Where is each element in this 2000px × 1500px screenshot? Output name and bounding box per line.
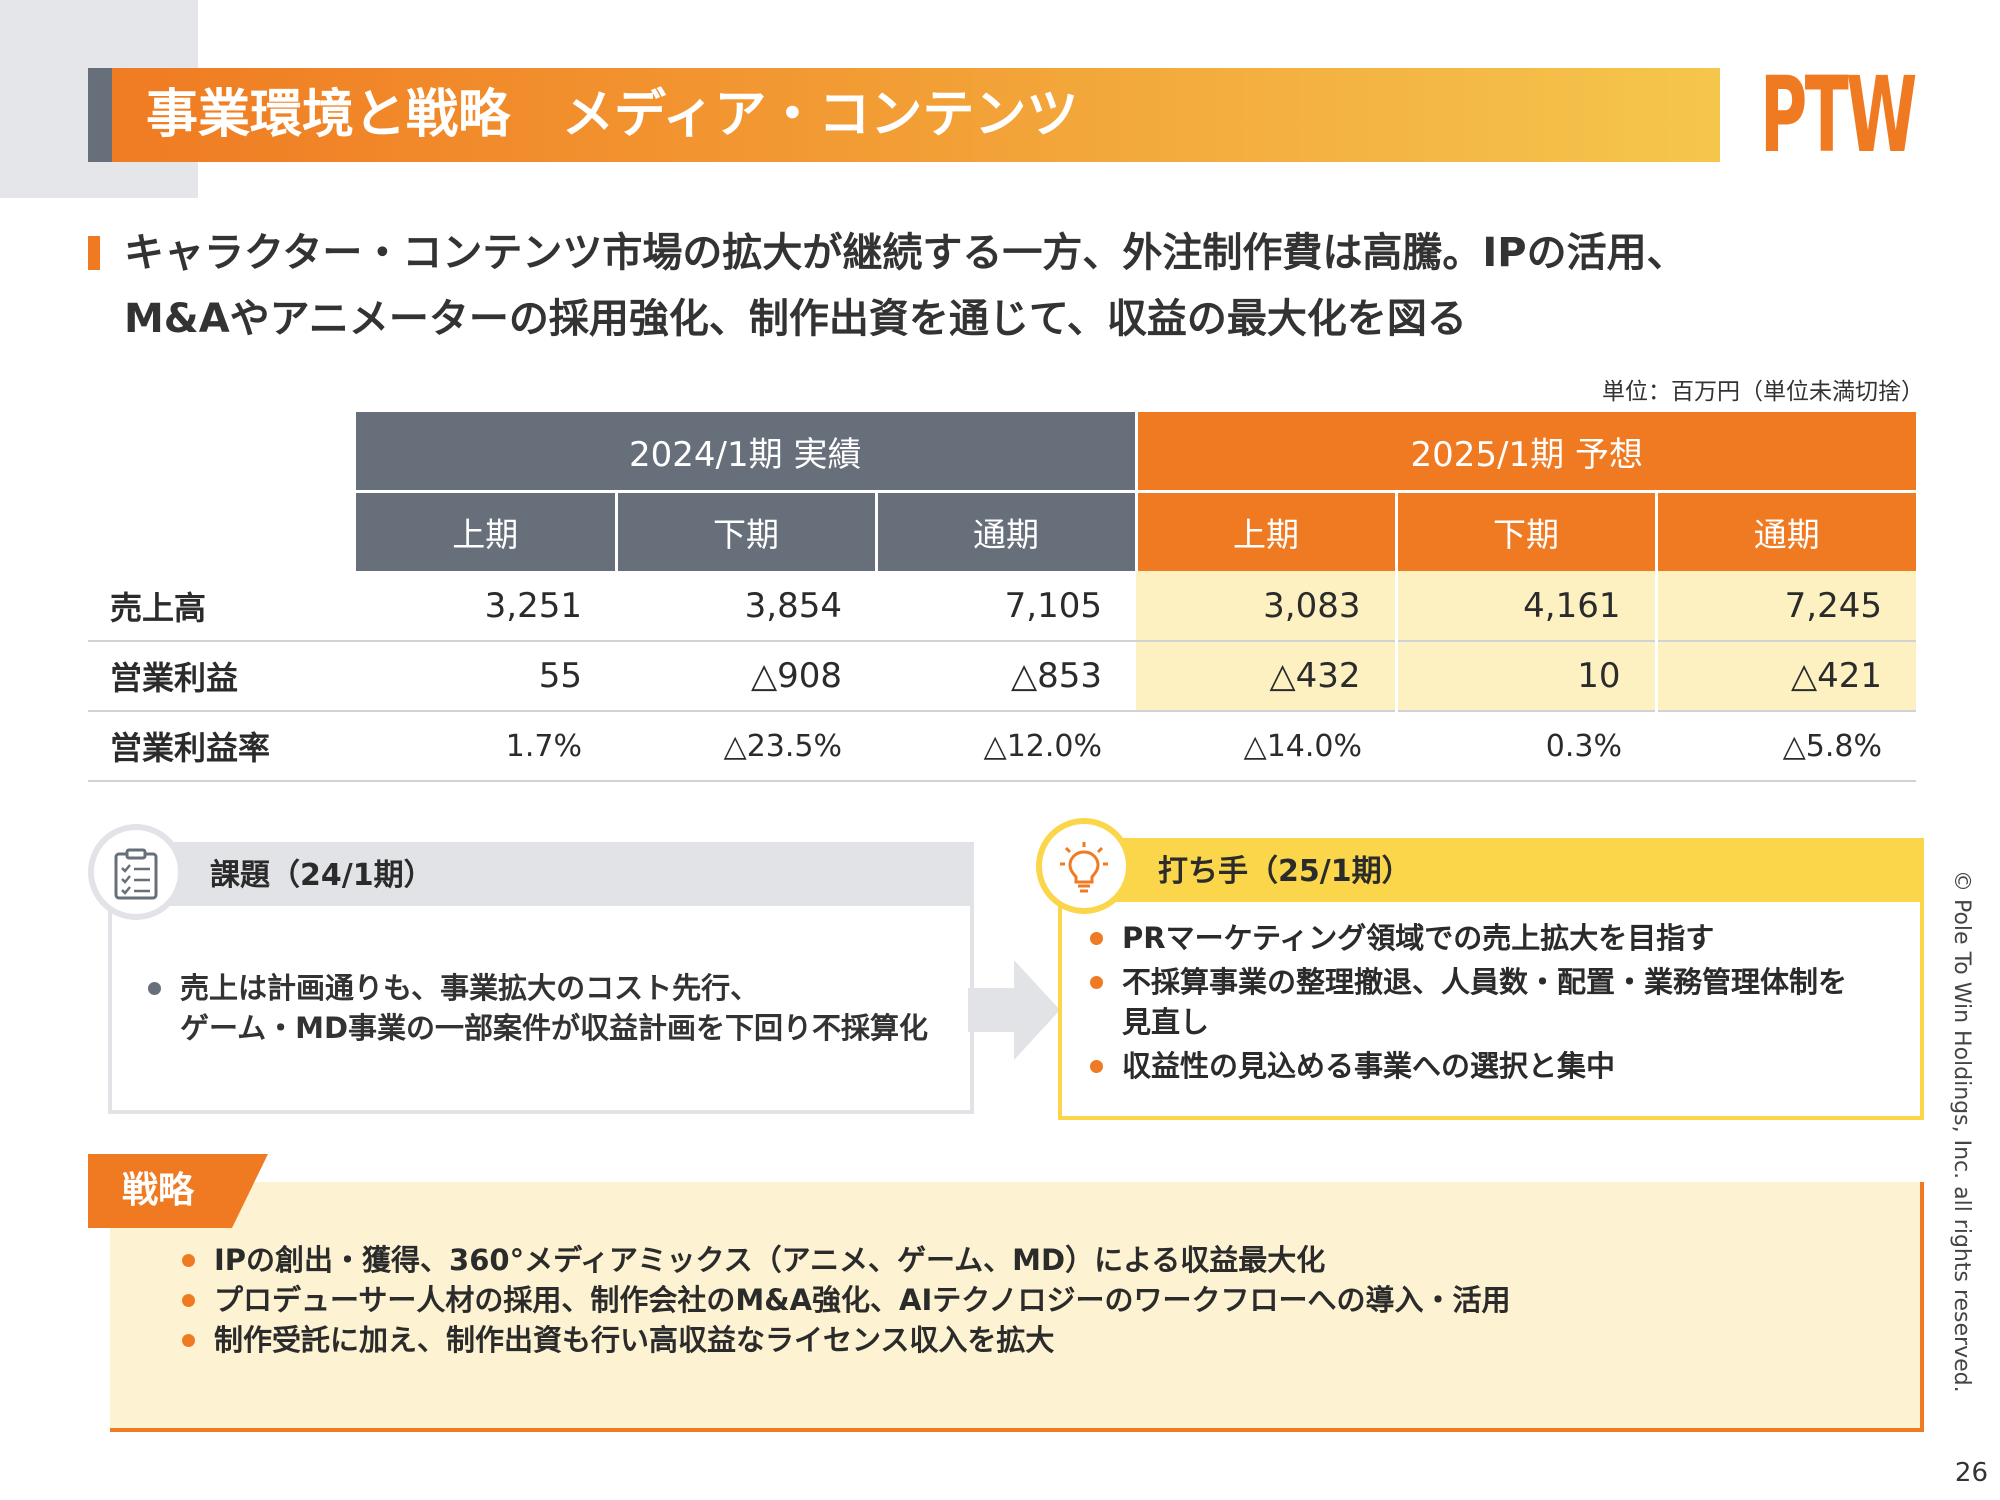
actions-header: 打ち手（25/1期） <box>1062 842 1920 902</box>
table-cell: 55 <box>356 641 616 712</box>
arrow-right-icon <box>968 960 1060 1060</box>
subheader-2025-h1: 上期 <box>1136 491 1398 571</box>
subheader-2025-full: 通期 <box>1656 491 1916 571</box>
table-cell: △5.8% <box>1656 711 1916 782</box>
list-item: 不採算事業の整理撤退、人員数・配置・業務管理体制を 見直し <box>1090 962 1900 1042</box>
copyright: © Pole To Win Holdings, Inc. all rights … <box>1949 870 1974 1393</box>
headline-marker <box>88 236 100 270</box>
table-cell: △908 <box>616 641 876 712</box>
table-cell: 7,105 <box>876 571 1136 642</box>
strategy-label: 戦略 <box>122 1170 195 1211</box>
row-label-operating-profit: 営業利益 <box>88 641 356 712</box>
table-cell: 3,854 <box>616 571 876 642</box>
ptw-logo: PTW <box>1760 54 1917 176</box>
table-cell: △421 <box>1656 641 1916 712</box>
table-row: 売上高 3,251 3,854 7,105 3,083 4,161 7,245 <box>88 571 1916 642</box>
list-item: 売上は計画通りも、事業拡大のコスト先行、 ゲーム・MD事業の一部案件が収益計画を… <box>148 968 948 1048</box>
headline-line2: M&Aやアニメーターの採用強化、制作出資を通じて、収益の最大化を図る <box>124 296 1467 342</box>
row-label-operating-margin: 営業利益率 <box>88 711 356 782</box>
table-cell: △432 <box>1136 641 1398 712</box>
list-item: 収益性の見込める事業への選択と集中 <box>1090 1046 1900 1086</box>
actions-box: 打ち手（25/1期） <box>1058 838 1924 1120</box>
strategy-box <box>110 1182 1924 1432</box>
subheader-2024-h1: 上期 <box>356 491 618 571</box>
table-cell: △23.5% <box>616 711 876 782</box>
row-label-sales: 売上高 <box>88 571 356 642</box>
page-number: 26 <box>1954 1458 1988 1488</box>
issues-header: 課題（24/1期） <box>112 846 970 906</box>
table-cell: 1.7% <box>356 711 616 782</box>
strategy-list: IPの創出・獲得、360°メディアミックス（アニメ、ゲーム、MD）による収益最大… <box>182 1240 1882 1360</box>
issues-box: 課題（24/1期） <box>108 842 974 1114</box>
unit-note: 単位：百万円（単位未満切捨） <box>1602 379 1924 405</box>
table-row: 営業利益 55 △908 △853 △432 10 △421 <box>88 641 1916 712</box>
subheader-2024-h2: 下期 <box>616 491 878 571</box>
title-bar: 事業環境と戦略 メディア・コンテンツ <box>88 68 1720 162</box>
list-item: プロデューサー人材の採用、制作会社のM&A強化、AIテクノロジーのワークフローへ… <box>182 1280 1882 1320</box>
strategy-tag: 戦略 <box>88 1154 268 1228</box>
headline: キャラクター・コンテンツ市場の拡大が継続する一方、外注制作費は高騰。IPの活用、… <box>124 220 1687 352</box>
group-header-2024: 2024/1期 実績 <box>356 412 1138 493</box>
table-row: 営業利益率 1.7% △23.5% △12.0% △14.0% 0.3% △5.… <box>88 711 1916 782</box>
actions-title: 打ち手（25/1期） <box>1158 854 1412 889</box>
table-cell: 3,251 <box>356 571 616 642</box>
table-cell: 3,083 <box>1136 571 1398 642</box>
title-stripe <box>88 68 112 162</box>
actions-list: PRマーケティング領域での売上拡大を目指す 不採算事業の整理撤退、人員数・配置・… <box>1090 918 1900 1090</box>
table-cell: 7,245 <box>1656 571 1916 642</box>
table-cell: △853 <box>876 641 1136 712</box>
table-cell: 10 <box>1396 641 1658 712</box>
table-cell: 0.3% <box>1396 711 1656 782</box>
list-item: PRマーケティング領域での売上拡大を目指す <box>1090 918 1900 958</box>
financial-table: 2024/1期 実績 2025/1期 予想 上期 下期 通期 上期 下期 通期 … <box>88 412 1916 782</box>
headline-line1: キャラクター・コンテンツ市場の拡大が継続する一方、外注制作費は高騰。IPの活用、 <box>124 230 1687 276</box>
list-item: IPの創出・獲得、360°メディアミックス（アニメ、ゲーム、MD）による収益最大… <box>182 1240 1882 1280</box>
table-cell: 4,161 <box>1396 571 1658 642</box>
group-header-2025: 2025/1期 予想 <box>1136 412 1916 493</box>
issues-title: 課題（24/1期） <box>210 858 434 893</box>
subheader-2025-h2: 下期 <box>1396 491 1658 571</box>
table-cell: △14.0% <box>1136 711 1396 782</box>
checklist-icon <box>88 824 184 920</box>
table-cell: △12.0% <box>876 711 1136 782</box>
list-item: 制作受託に加え、制作出資も行い高収益なライセンス収入を拡大 <box>182 1320 1882 1360</box>
subheader-2024-full: 通期 <box>876 491 1138 571</box>
page-title: 事業環境と戦略 メディア・コンテンツ <box>146 85 1079 145</box>
lightbulb-icon <box>1036 818 1132 914</box>
issues-list: 売上は計画通りも、事業拡大のコスト先行、 ゲーム・MD事業の一部案件が収益計画を… <box>148 968 948 1048</box>
